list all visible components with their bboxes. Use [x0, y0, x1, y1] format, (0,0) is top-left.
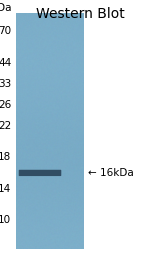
Text: 26: 26 [0, 100, 11, 110]
Text: Western Blot: Western Blot [36, 7, 124, 20]
Text: 70: 70 [0, 26, 11, 36]
Text: 33: 33 [0, 79, 11, 89]
Text: 10: 10 [0, 215, 11, 225]
Text: kDa: kDa [0, 3, 11, 13]
Text: ← 16kDa: ← 16kDa [88, 168, 134, 178]
Text: 44: 44 [0, 58, 11, 68]
Text: 18: 18 [0, 152, 11, 162]
Text: 22: 22 [0, 121, 11, 131]
Text: 14: 14 [0, 184, 11, 194]
FancyBboxPatch shape [19, 170, 61, 176]
